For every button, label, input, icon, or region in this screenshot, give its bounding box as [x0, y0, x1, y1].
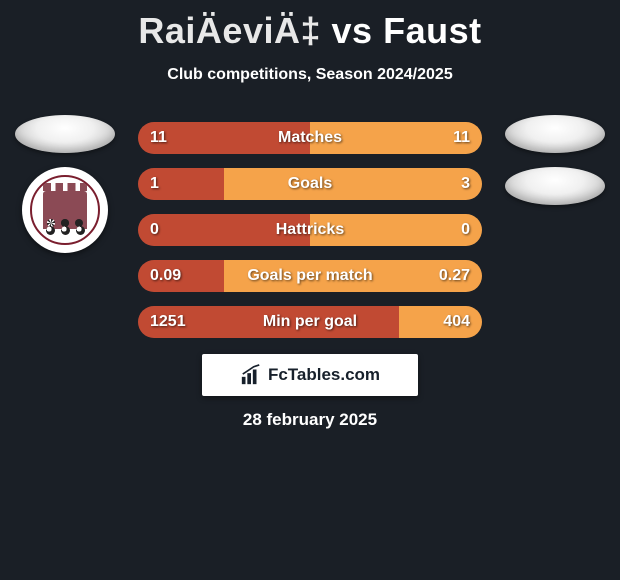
date-text: 28 february 2025: [0, 410, 620, 430]
player2-oval-icon: [505, 115, 605, 153]
stat-bar: 13Goals: [138, 168, 482, 200]
chart-icon: [240, 364, 262, 386]
stat-value-right: 0.27: [439, 260, 470, 292]
stat-value-right: 3: [461, 168, 470, 200]
stat-seg-left: [138, 214, 310, 246]
stat-seg-right: [224, 168, 482, 200]
player2-club-oval-icon: [505, 167, 605, 205]
vs-text: vs: [332, 10, 373, 51]
player1-name: RaiÄeviÄ‡: [138, 10, 321, 51]
stats-bars: 1111Matches13Goals00Hattricks0.090.27Goa…: [138, 122, 482, 338]
brand-text: FcTables.com: [268, 365, 380, 385]
stat-value-left: 0: [150, 214, 159, 246]
page-title: RaiÄeviÄ‡ vs Faust: [0, 0, 620, 52]
brand-box[interactable]: FcTables.com: [202, 354, 418, 396]
stat-value-left: 1251: [150, 306, 186, 338]
left-column: [10, 115, 120, 253]
stat-value-left: 11: [150, 122, 167, 154]
stat-seg-right: [310, 214, 482, 246]
stat-value-left: 0.09: [150, 260, 181, 292]
stat-value-right: 11: [453, 122, 470, 154]
stat-value-right: 404: [443, 306, 470, 338]
stat-bar: 1111Matches: [138, 122, 482, 154]
stat-value-left: 1: [150, 168, 159, 200]
stat-value-right: 0: [461, 214, 470, 246]
player1-oval-icon: [15, 115, 115, 153]
subtitle: Club competitions, Season 2024/2025: [0, 66, 620, 84]
stat-bar: 00Hattricks: [138, 214, 482, 246]
player2-name: Faust: [383, 10, 482, 51]
right-column: [500, 115, 610, 205]
stat-bar: 1251404Min per goal: [138, 306, 482, 338]
stat-bar: 0.090.27Goals per match: [138, 260, 482, 292]
player1-club-crest: [22, 167, 108, 253]
